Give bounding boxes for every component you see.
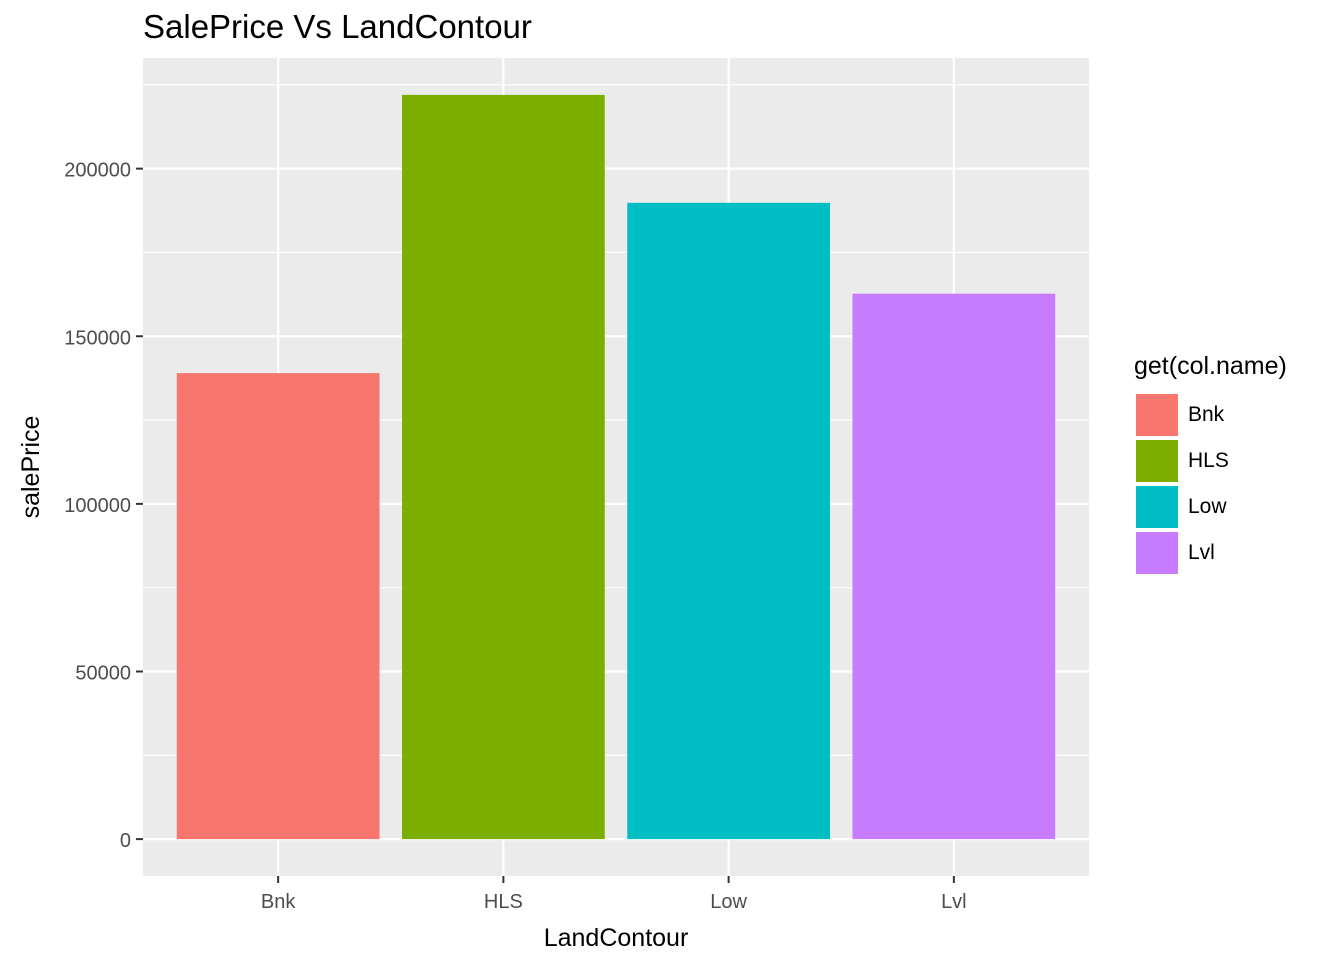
legend-key xyxy=(1136,394,1178,436)
x-tick-label: Low xyxy=(710,891,747,913)
y-tick-label: 0 xyxy=(120,830,131,852)
legend-label: HLS xyxy=(1188,449,1229,472)
y-tick-label: 50000 xyxy=(75,663,131,685)
bar-hls xyxy=(402,94,605,840)
legend-item: Bnk xyxy=(1134,392,1287,438)
legend-item: Lvl xyxy=(1134,530,1287,576)
x-tick-label: Bnk xyxy=(261,891,296,913)
bar-bnk xyxy=(176,373,380,840)
legend-key xyxy=(1136,440,1178,482)
legend-label: Low xyxy=(1188,495,1227,518)
x-axis-label: LandContour xyxy=(544,924,689,952)
legend-item: HLS xyxy=(1134,438,1287,484)
legend-title: get(col.name) xyxy=(1134,352,1287,380)
legend-items: Bnk HLS Low Lvl xyxy=(1134,392,1287,576)
bars xyxy=(176,94,1056,840)
legend-label: Lvl xyxy=(1188,541,1215,564)
legend-item: Low xyxy=(1134,484,1287,530)
x-tick-label: Lvl xyxy=(941,891,967,913)
x-tick-label: HLS xyxy=(484,891,523,913)
chart-title: SalePrice Vs LandContour xyxy=(143,8,532,45)
legend: get(col.name) Bnk HLS Low Lvl xyxy=(1134,352,1287,576)
y-tick-label: 200000 xyxy=(64,160,131,182)
bar-lvl xyxy=(852,293,1056,840)
legend-label: Bnk xyxy=(1188,403,1225,426)
y-axis-label: salePrice xyxy=(17,416,45,519)
y-tick-label: 100000 xyxy=(64,495,131,517)
legend-key xyxy=(1136,532,1178,574)
legend-key xyxy=(1136,486,1178,528)
axes: 0 50000 100000 150000 200000 Bnk HLS Low Lvl xyxy=(64,160,966,913)
bar-low xyxy=(627,202,830,840)
y-tick-label: 150000 xyxy=(64,327,131,349)
